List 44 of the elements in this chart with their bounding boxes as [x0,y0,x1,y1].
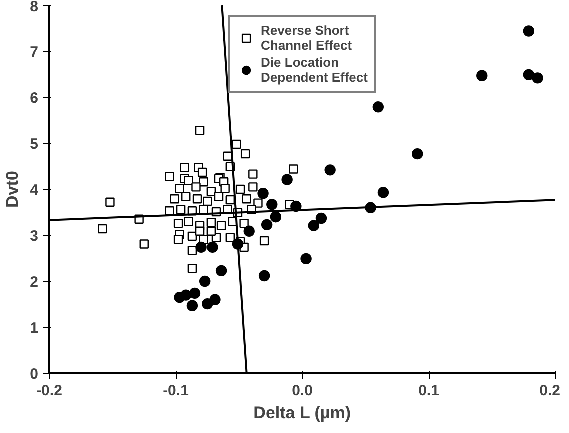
point [189,288,201,300]
point [258,188,269,200]
x-tick-label: 0.0 [292,382,313,400]
y-tick-label: 5 [30,136,38,153]
y-tick-label: 1 [30,320,38,337]
point [412,148,424,160]
y-tick-label: 4 [30,182,40,199]
y-tick-label: 0 [30,366,38,383]
y-tick-label: 7 [30,44,38,61]
point [282,174,293,186]
point [476,70,488,82]
y-tick-label: 8 [30,0,38,16]
point [523,69,535,81]
point [532,72,544,84]
point [308,220,320,232]
x-axis-title: Delta L (µm) [254,404,352,422]
point [324,164,336,176]
point [210,294,221,306]
legend-label: Reverse Short Channel Effect [261,23,352,53]
y-tick-label: 2 [30,274,38,291]
point [216,265,228,277]
point [270,212,282,223]
point [266,199,278,210]
point [378,187,390,198]
x-tick-label: 0.2 [540,382,561,400]
point [523,26,535,37]
y-axis-title: Dvt0 [3,171,22,208]
x-tick-label: -0.1 [163,382,189,400]
point [207,242,218,254]
x-tick-label: 0.1 [418,382,440,400]
point [300,253,312,265]
point [199,276,211,288]
point [180,290,192,301]
y-tick-label: 6 [30,90,38,107]
point [196,242,207,254]
point [261,219,273,231]
y-tick-label: 3 [30,228,38,245]
x-tick-label: -0.2 [36,382,62,400]
legend-label: Die Location Dependent Effect [261,55,368,85]
point [258,270,270,282]
point [186,300,198,312]
point [372,102,384,113]
point [244,226,255,237]
point [316,212,328,224]
